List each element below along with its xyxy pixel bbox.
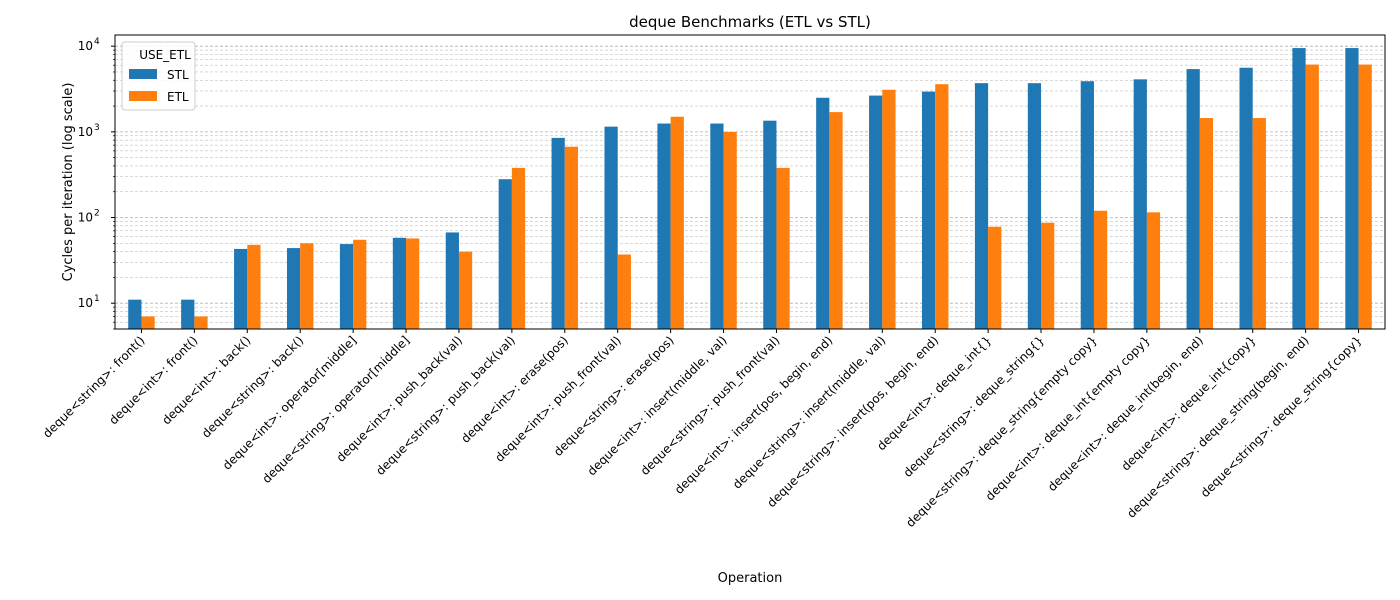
bar-stl [392, 237, 407, 329]
bar-stl [1027, 83, 1042, 329]
bar-stl [339, 244, 354, 329]
bar-stl [1133, 79, 1147, 330]
bar-stl [604, 126, 618, 330]
x-tick-label: deque<int>: front() [106, 333, 200, 427]
bar-stl [1080, 81, 1094, 329]
bar-stl [181, 299, 195, 329]
bar-etl [670, 116, 684, 329]
bar-etl [1252, 118, 1266, 329]
plot-frame [114, 34, 1386, 330]
bar-etl [300, 243, 314, 329]
y-tick-base: 10 [78, 125, 93, 139]
bar-stl [974, 83, 989, 329]
y-axis-label: Cycles per iteration (log scale) [61, 83, 76, 282]
x-tick-label: deque<int>: erase(pos) [458, 333, 571, 446]
bar-stl [921, 91, 936, 329]
bar-etl [1305, 64, 1319, 330]
bar-etl [1146, 212, 1161, 329]
bar-etl [988, 226, 1002, 329]
bar-etl [353, 239, 367, 329]
x-tick-label: deque<string>: front() [40, 333, 147, 440]
bar-etl [723, 131, 737, 329]
bar-etl [564, 146, 579, 329]
bar-stl [128, 299, 142, 329]
x-axis-label: Operation [718, 571, 783, 586]
bar-stl [816, 97, 830, 330]
chart-title: deque Benchmarks (ETL vs STL) [629, 13, 871, 31]
y-tick-base: 10 [78, 296, 93, 310]
bar-stl [869, 95, 883, 330]
y-tick-exponent: 4 [94, 37, 100, 47]
bar-stl [551, 137, 565, 329]
bar-etl [829, 112, 843, 330]
legend-label-etl: ETL [167, 90, 189, 104]
bar-stl [763, 120, 777, 329]
y-tick-base: 10 [78, 211, 93, 225]
bar-etl [617, 254, 631, 329]
bar-etl [935, 84, 949, 329]
y-tick-label: 10 [78, 296, 93, 310]
bar-stl [710, 123, 724, 329]
bar-etl [194, 316, 208, 329]
bar-stl [1239, 67, 1253, 329]
bars [128, 48, 1372, 330]
legend-swatch-etl [129, 91, 157, 101]
y-tick-label: 10 [78, 125, 93, 139]
legend-swatch-stl [129, 69, 157, 79]
bar-etl [511, 167, 526, 329]
legend: USE_ETL STL ETL [121, 41, 196, 111]
bar-stl [1292, 48, 1306, 329]
y-tick-base: 10 [78, 39, 93, 53]
y-tick-label: 10 [78, 211, 93, 225]
bar-etl [406, 238, 420, 329]
x-tick-label: deque<string>: back() [199, 333, 306, 440]
bar-stl [234, 248, 248, 329]
y-tick-exponent: 2 [94, 209, 100, 219]
y-tick-label: 10 [78, 39, 93, 53]
grid-lines [115, 45, 1385, 330]
bar-etl [1041, 222, 1055, 329]
x-tick-label: deque<int>: back() [159, 333, 253, 427]
bar-etl [458, 251, 473, 329]
legend-label-stl: STL [167, 68, 189, 82]
bar-etl [882, 89, 896, 329]
bar-stl [657, 123, 671, 329]
bar-etl [1199, 118, 1214, 329]
legend-title: USE_ETL [139, 48, 191, 62]
bar-stl [1186, 69, 1200, 330]
x-tick-label: deque<string>: deque_string(begin, end) [1124, 333, 1312, 521]
bar-stl [1345, 48, 1359, 329]
bar-etl [1093, 210, 1108, 329]
y-tick-exponent: 3 [94, 123, 100, 133]
bar-etl [1358, 64, 1372, 330]
bar-stl [498, 179, 512, 329]
bar-stl [445, 232, 459, 329]
bar-etl [247, 244, 261, 329]
bar-etl [141, 316, 155, 329]
bar-etl [776, 167, 790, 329]
y-tick-exponent: 1 [94, 294, 100, 304]
x-tick-label: deque<string>: deque_string{empty copy} [903, 333, 1100, 530]
bar-stl [286, 248, 301, 329]
